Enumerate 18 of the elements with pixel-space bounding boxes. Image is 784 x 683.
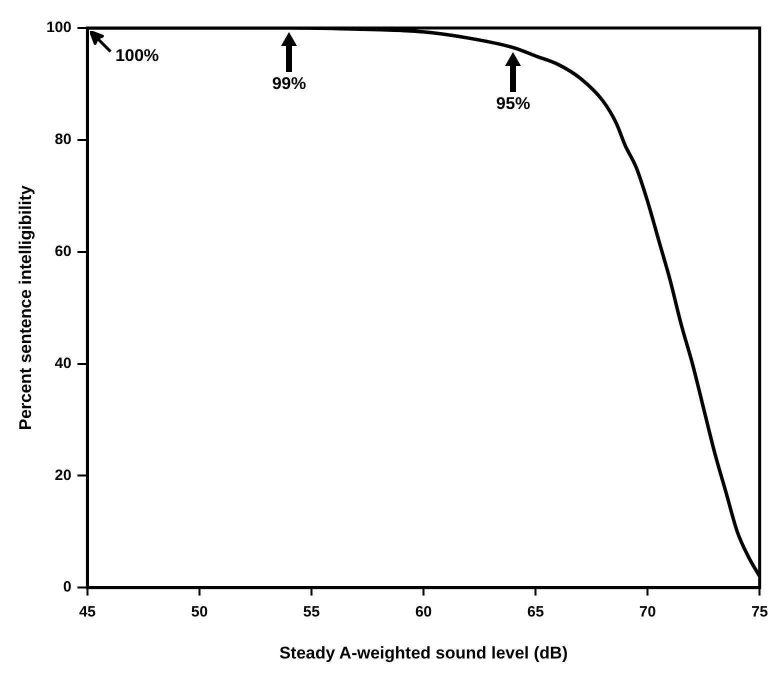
annotation: 100% bbox=[115, 46, 159, 66]
x-tick-label: 55 bbox=[303, 604, 320, 621]
x-axis-title: Steady A-weighted sound level (dB) bbox=[279, 643, 568, 662]
y-tick-label: 100 bbox=[46, 19, 72, 36]
annotation: 99% bbox=[272, 74, 306, 94]
x-tick-label: 50 bbox=[191, 604, 208, 621]
y-tick-label: 40 bbox=[54, 354, 72, 372]
x-tick-label: 70 bbox=[639, 604, 656, 621]
y-tick-label: 60 bbox=[54, 242, 72, 260]
annotation: 95% bbox=[496, 94, 530, 113]
x-tick-label: 75 bbox=[751, 604, 768, 621]
y-tick-label: 20 bbox=[54, 466, 72, 484]
x-tick-label: 45 bbox=[79, 604, 96, 621]
y-axis-title: Percent sentence intelligibility bbox=[16, 184, 35, 430]
y-tick-label: 0 bbox=[63, 578, 72, 596]
x-tick-label: 60 bbox=[415, 604, 432, 621]
y-tick-label: 80 bbox=[54, 131, 72, 148]
x-tick-label: 65 bbox=[527, 604, 544, 621]
